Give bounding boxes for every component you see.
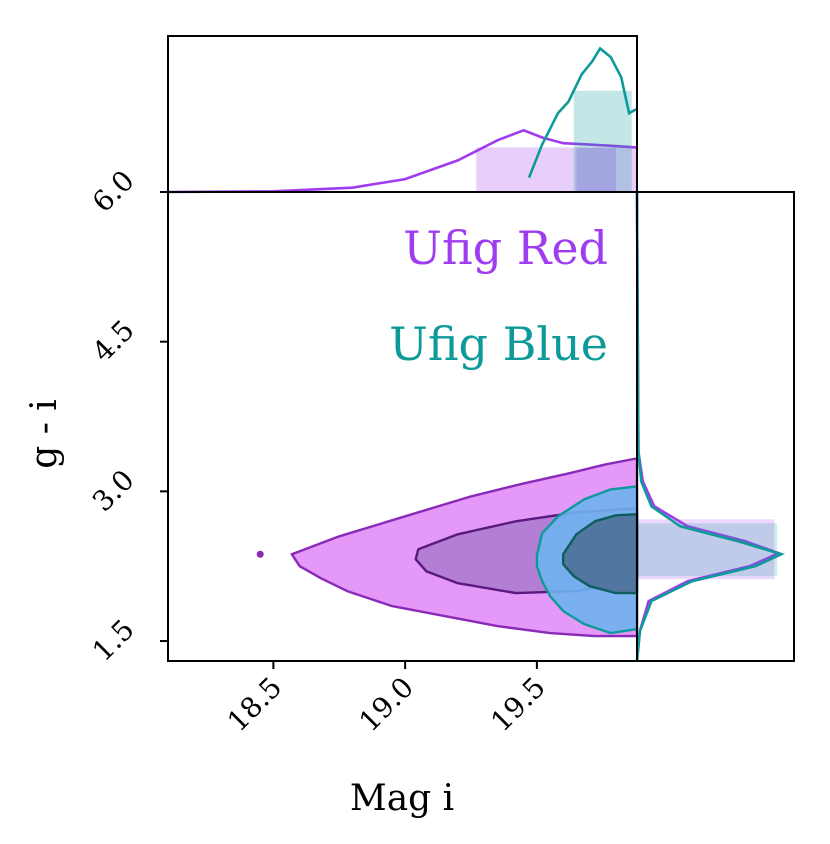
y-tick-label-1.5: 1.5 — [86, 613, 141, 668]
right-marginal-histogram — [635, 191, 786, 662]
y-tick-label-6.0: 6.0 — [86, 164, 141, 219]
joint-contour-plot — [256, 457, 639, 638]
right-panel-frame — [636, 191, 795, 662]
legend: Ufig Red Ufig Blue — [389, 221, 608, 371]
top-band-ufig-blue — [573, 90, 632, 192]
right-marginal-curve-ufig-red — [635, 191, 783, 662]
top-band-inner-ufig-red — [576, 147, 616, 192]
y-tick-label-4.5: 4.5 — [86, 314, 141, 369]
y-axis-ticks: 1.5 3.0 4.5 6.0 — [86, 164, 168, 668]
plot-frames — [167, 35, 795, 662]
right-band-ufig-red — [637, 519, 775, 580]
legend-entry-ufig-red: Ufig Red — [403, 221, 608, 275]
x-tick-label-19.5: 19.5 — [484, 671, 551, 738]
x-axis-label: Mag i — [350, 778, 454, 819]
top-marginal-curve-ufig-blue — [527, 46, 638, 179]
top-band-ufig-red — [476, 147, 637, 192]
top-marginal-histogram — [167, 46, 638, 194]
legend-entry-ufig-blue: Ufig Blue — [389, 317, 608, 371]
x-axis-ticks: 18.5 19.0 19.5 — [221, 661, 552, 738]
right-marginal-curve-ufig-blue — [635, 191, 786, 662]
x-tick-label-19.0: 19.0 — [353, 671, 420, 738]
outlier-point-ufig-red-0 — [256, 550, 264, 558]
x-tick-label-18.5: 18.5 — [221, 671, 288, 738]
right-band-ufig-blue — [637, 523, 778, 577]
main-panel-frame — [167, 191, 638, 662]
top-marginal-curve-ufig-red — [167, 128, 638, 194]
y-axis-label: g - i — [24, 399, 65, 469]
y-tick-label-3.0: 3.0 — [86, 463, 141, 518]
